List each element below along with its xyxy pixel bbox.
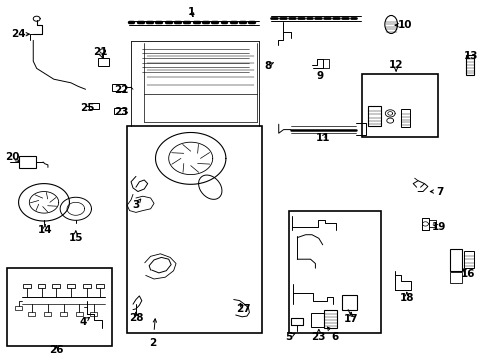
Bar	[83, 284, 91, 288]
Bar	[7, 268, 112, 346]
Text: 9: 9	[316, 71, 323, 81]
Text: 3: 3	[132, 200, 139, 210]
Bar	[310, 313, 324, 327]
Text: 26: 26	[49, 345, 63, 355]
Text: 4: 4	[79, 317, 87, 327]
Bar	[400, 109, 409, 127]
Bar	[15, 306, 22, 310]
Text: 23: 23	[311, 332, 325, 342]
Text: 17: 17	[343, 314, 358, 324]
Text: 24: 24	[11, 29, 26, 39]
Text: 21: 21	[93, 47, 107, 57]
Text: 28: 28	[128, 312, 143, 323]
Text: 10: 10	[397, 20, 411, 30]
Text: 11: 11	[315, 132, 329, 143]
Bar	[67, 284, 75, 288]
Text: 20: 20	[5, 152, 20, 162]
Text: 19: 19	[431, 222, 446, 232]
Text: 22: 22	[114, 85, 128, 95]
Bar	[449, 272, 461, 283]
Text: 14: 14	[38, 225, 52, 235]
Text: 15: 15	[68, 233, 83, 243]
Bar	[60, 312, 67, 316]
Bar	[28, 312, 35, 316]
Bar	[96, 284, 104, 288]
Text: 23: 23	[114, 107, 128, 117]
Bar	[367, 106, 381, 126]
Text: 25: 25	[80, 103, 94, 113]
Bar	[44, 312, 51, 316]
Bar	[463, 251, 473, 268]
Bar	[323, 310, 337, 328]
Bar	[89, 103, 99, 109]
Text: 2: 2	[149, 338, 156, 348]
Bar	[52, 284, 60, 288]
Bar	[98, 58, 108, 66]
Text: 1: 1	[188, 6, 195, 17]
Bar	[23, 284, 31, 288]
Bar	[288, 211, 381, 333]
Bar	[76, 312, 82, 316]
Bar	[38, 284, 45, 288]
Bar	[465, 55, 473, 75]
Text: 7: 7	[435, 186, 443, 197]
Bar	[112, 84, 124, 91]
Bar	[90, 312, 97, 316]
Text: 5: 5	[285, 332, 291, 342]
Text: 6: 6	[331, 332, 338, 342]
Bar	[342, 295, 356, 310]
Text: 8: 8	[264, 60, 271, 71]
Text: 18: 18	[399, 293, 413, 303]
Bar	[19, 156, 36, 168]
Bar	[361, 74, 437, 137]
Bar	[114, 108, 124, 114]
Text: 12: 12	[388, 60, 403, 70]
Text: 27: 27	[236, 304, 250, 314]
Bar	[449, 249, 461, 271]
Text: 13: 13	[463, 51, 477, 61]
Text: 16: 16	[460, 269, 475, 279]
Bar	[127, 126, 261, 333]
